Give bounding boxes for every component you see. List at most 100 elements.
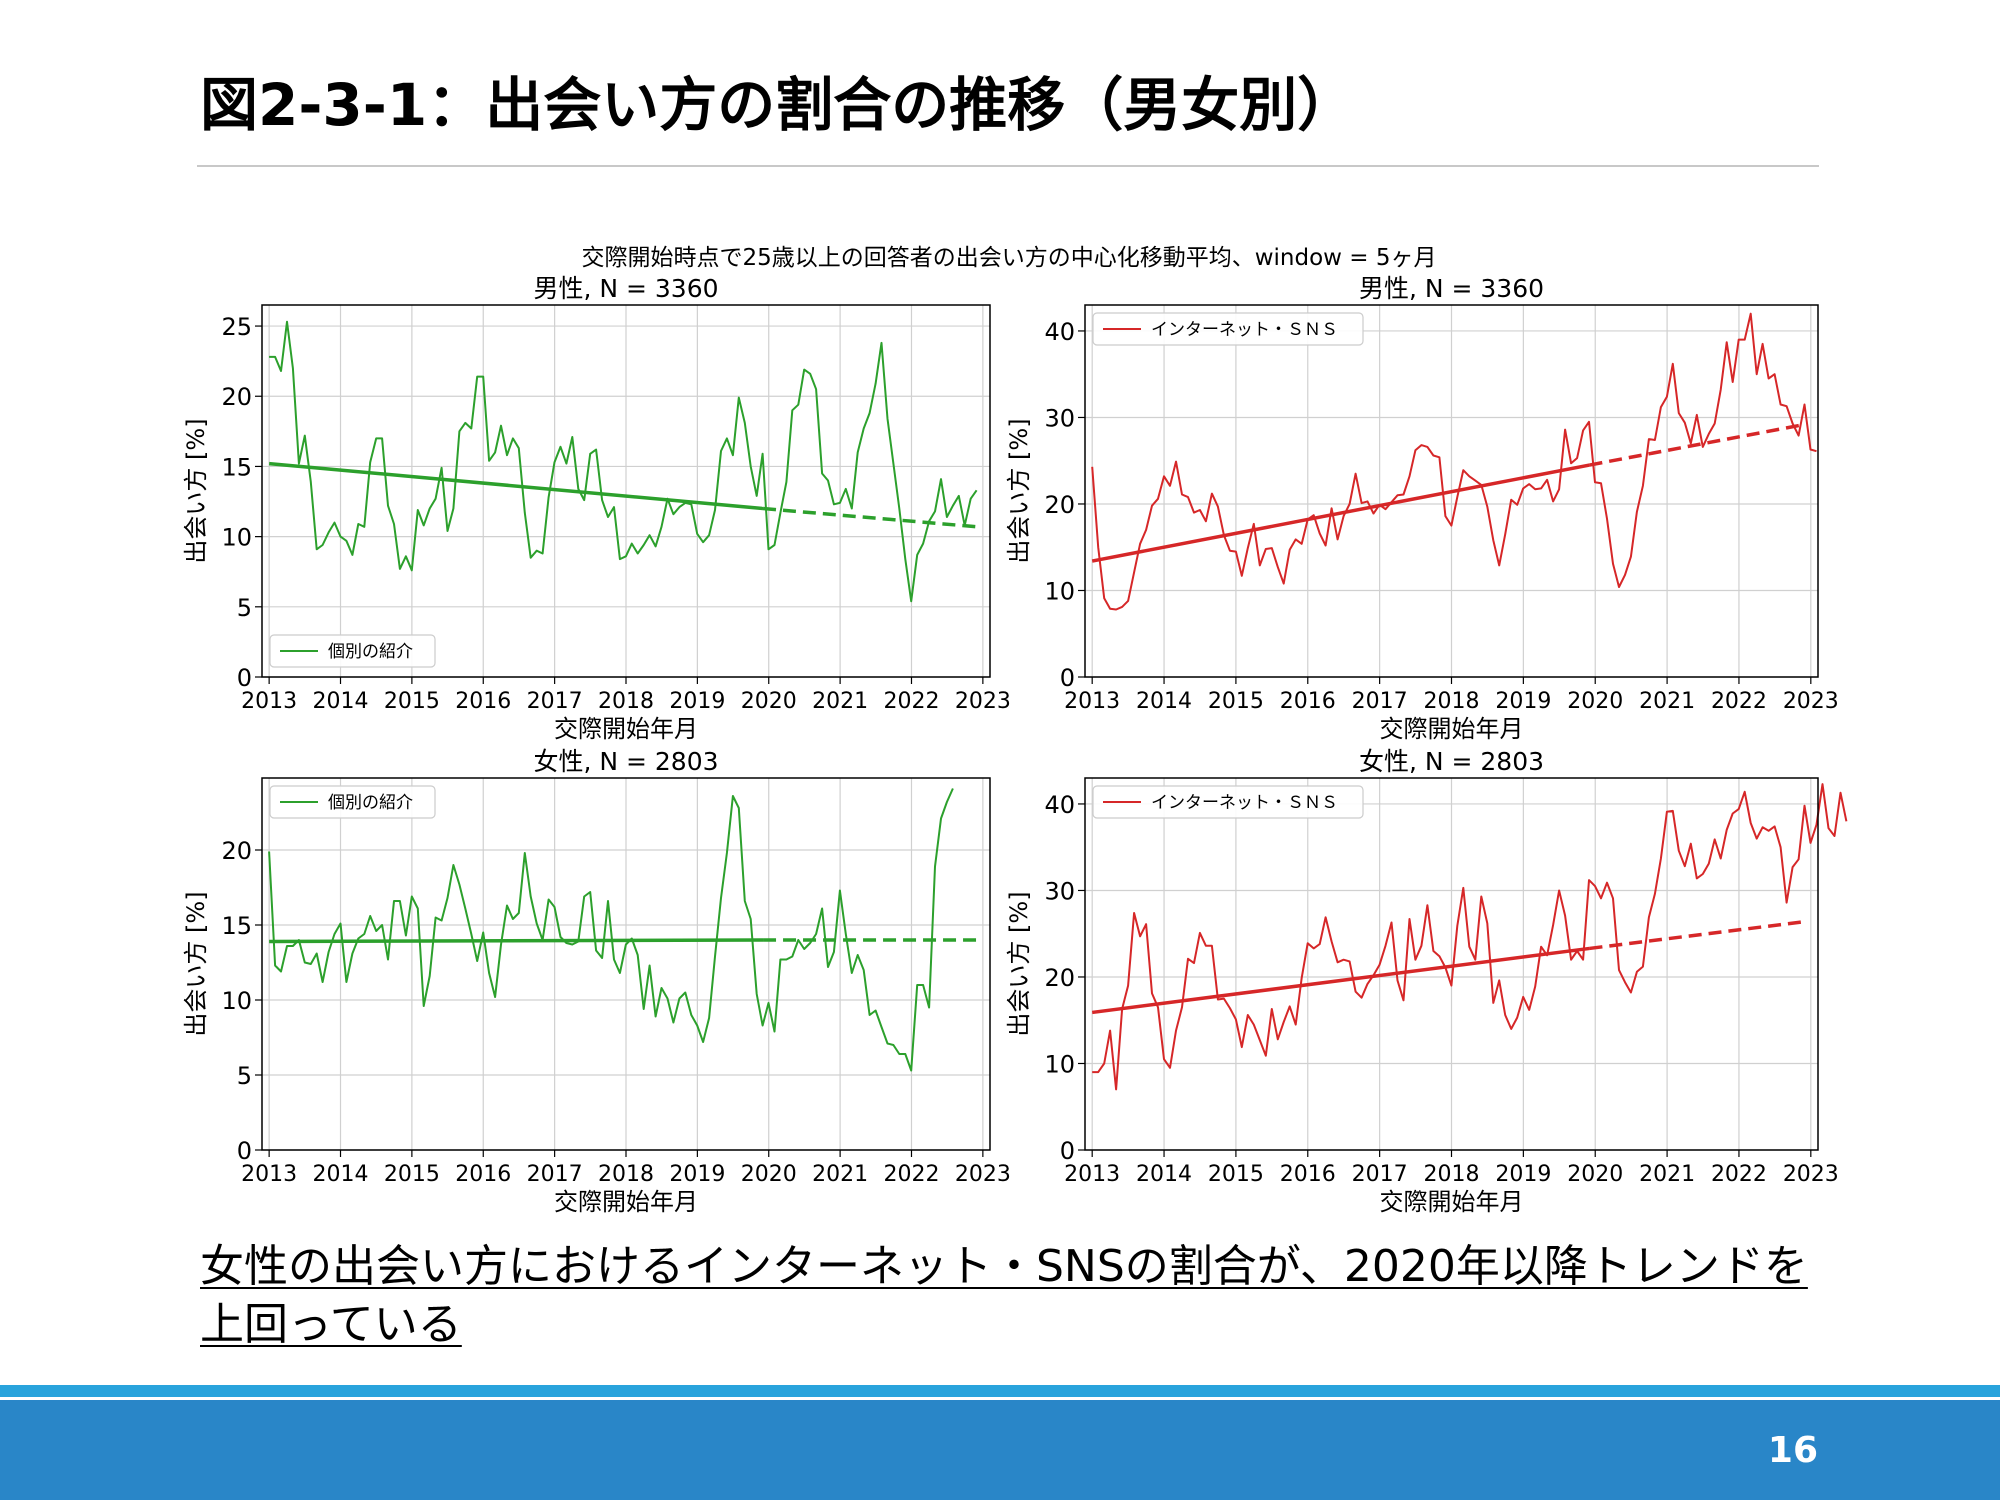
x-tick-label: 2015	[1208, 689, 1264, 714]
x-tick-label: 2016	[1280, 689, 1336, 714]
legend-box	[269, 785, 436, 819]
x-tick-label: 2016	[455, 689, 511, 714]
y-tick-label: 10	[221, 987, 252, 1015]
x-tick-label: 2018	[598, 689, 654, 714]
x-tick-label: 2019	[669, 689, 725, 714]
y-tick-label: 10	[1044, 577, 1075, 605]
y-tick-label: 40	[1044, 791, 1075, 819]
x-tick-label: 2017	[1352, 689, 1408, 714]
y-tick-label: 20	[1044, 491, 1075, 519]
figure-suptitle: 交際開始時点で25歳以上の回答者の出会い方の中心化移動平均、window = 5…	[581, 245, 1436, 271]
x-tick-label: 2022	[1711, 689, 1767, 714]
x-tick-label: 2019	[1495, 1162, 1551, 1187]
legend: 個別の紹介	[269, 634, 436, 668]
series-line	[269, 320, 978, 603]
y-tick-label: 15	[221, 912, 252, 940]
x-axis-label: 交際開始年月	[554, 715, 698, 743]
x-tick-label: 2015	[384, 689, 440, 714]
x-tick-label: 2014	[313, 689, 369, 714]
x-tick-label: 2014	[1136, 1162, 1192, 1187]
chart-title: 男性, N = 3360	[1359, 274, 1544, 303]
legend-label: インターネット・ＳＮＳ	[1151, 793, 1338, 813]
x-tick-label: 2021	[1639, 1162, 1695, 1187]
x-tick-label: 2023	[955, 1162, 1011, 1187]
x-tick-label: 2013	[241, 1162, 297, 1187]
x-tick-label: 2018	[1424, 689, 1480, 714]
y-axis-label: 出会い方 [%]	[1005, 418, 1033, 563]
trend-line-dashed	[1589, 919, 1806, 951]
x-axis-label: 交際開始年月	[1380, 1188, 1524, 1216]
x-tick-label: 2022	[883, 689, 939, 714]
footer-bar	[0, 1400, 2000, 1500]
x-tick-label: 2014	[313, 1162, 369, 1187]
x-tick-label: 2023	[955, 689, 1011, 714]
x-tick-label: 2013	[241, 689, 297, 714]
x-tick-label: 2017	[527, 689, 583, 714]
slide-title: 図2-3-1：出会い方の割合の推移（男女別）	[200, 71, 1356, 139]
charts-figure: 交際開始時点で25歳以上の回答者の出会い方の中心化移動平均、window = 5…	[182, 245, 1848, 1216]
x-tick-label: 2018	[598, 1162, 654, 1187]
x-tick-label: 2017	[527, 1162, 583, 1187]
legend-label: 個別の紹介	[328, 642, 413, 662]
y-axis-label: 出会い方 [%]	[182, 891, 210, 1036]
y-tick-label: 0	[237, 1137, 252, 1165]
trend-line-solid	[1091, 463, 1590, 563]
trend-line-dashed	[1589, 422, 1806, 467]
x-tick-label: 2016	[1280, 1162, 1336, 1187]
x-tick-label: 2019	[1495, 689, 1551, 714]
title-divider	[197, 165, 1819, 167]
y-tick-label: 5	[237, 1062, 252, 1090]
trend-line-dashed	[762, 506, 978, 529]
x-tick-label: 2019	[669, 1162, 725, 1187]
footer-stripe	[0, 1385, 2000, 1397]
chart-panel-4: 2013 2014 2015 2016 2017 2018 2019 2020 2021 2022…	[1005, 747, 1848, 1216]
x-tick-label: 2020	[1567, 1162, 1623, 1187]
x-tick-label: 2021	[812, 1162, 868, 1187]
x-tick-label: 2020	[741, 689, 797, 714]
legend: インターネット・ＳＮＳ	[1092, 785, 1364, 819]
x-tick-label: 2023	[1783, 689, 1839, 714]
x-tick-label: 2015	[1208, 1162, 1264, 1187]
legend: 個別の紹介	[269, 785, 436, 819]
x-tick-label: 2016	[455, 1162, 511, 1187]
x-tick-label: 2021	[812, 689, 868, 714]
legend-label: 個別の紹介	[328, 793, 413, 813]
y-tick-label: 0	[1060, 1137, 1075, 1165]
x-tick-label: 2023	[1783, 1162, 1839, 1187]
conclusion-text: 女性の出会い方におけるインターネット・SNSの割合が、2020年以降トレンドを上…	[200, 1241, 1808, 1350]
y-tick-label: 30	[1044, 404, 1075, 432]
x-tick-label: 2020	[741, 1162, 797, 1187]
x-tick-label: 2018	[1424, 1162, 1480, 1187]
x-tick-label: 2022	[1711, 1162, 1767, 1187]
x-tick-label: 2013	[1064, 689, 1120, 714]
chart-title: 男性, N = 3360	[533, 274, 718, 303]
legend-box	[269, 634, 436, 668]
trend-line-solid	[268, 461, 764, 511]
x-axis-label: 交際開始年月	[1380, 715, 1524, 743]
legend-box	[1092, 312, 1364, 346]
y-tick-label: 5	[237, 594, 252, 622]
y-tick-label: 20	[221, 383, 252, 411]
legend-box	[1092, 785, 1364, 819]
x-tick-label: 2022	[883, 1162, 939, 1187]
y-tick-label: 10	[221, 524, 252, 552]
x-tick-label: 2017	[1352, 1162, 1408, 1187]
chart-title: 女性, N = 2803	[533, 747, 718, 776]
chart-title: 女性, N = 2803	[1359, 747, 1544, 776]
y-tick-label: 25	[221, 313, 252, 341]
x-tick-label: 2021	[1639, 689, 1695, 714]
y-tick-label: 0	[237, 664, 252, 692]
x-tick-label: 2015	[384, 1162, 440, 1187]
chart-panel-1: 2013 2014 2015 2016 2017 2018 2019 2020 2021 2022…	[182, 274, 1011, 743]
trend-line-solid	[1091, 946, 1590, 1015]
x-axis-label: 交際開始年月	[554, 1188, 698, 1216]
x-tick-label: 2013	[1064, 1162, 1120, 1187]
x-tick-label: 2020	[1567, 689, 1623, 714]
y-axis-label: 出会い方 [%]	[182, 418, 210, 563]
chart-panel-2: 2013 2014 2015 2016 2017 2018 2019 2020 2021 2022…	[1005, 274, 1839, 743]
x-tick-label: 2014	[1136, 689, 1192, 714]
y-tick-label: 20	[1044, 964, 1075, 992]
legend-label: インターネット・ＳＮＳ	[1151, 320, 1338, 340]
legend: インターネット・ＳＮＳ	[1092, 312, 1364, 346]
y-tick-label: 40	[1044, 318, 1075, 346]
